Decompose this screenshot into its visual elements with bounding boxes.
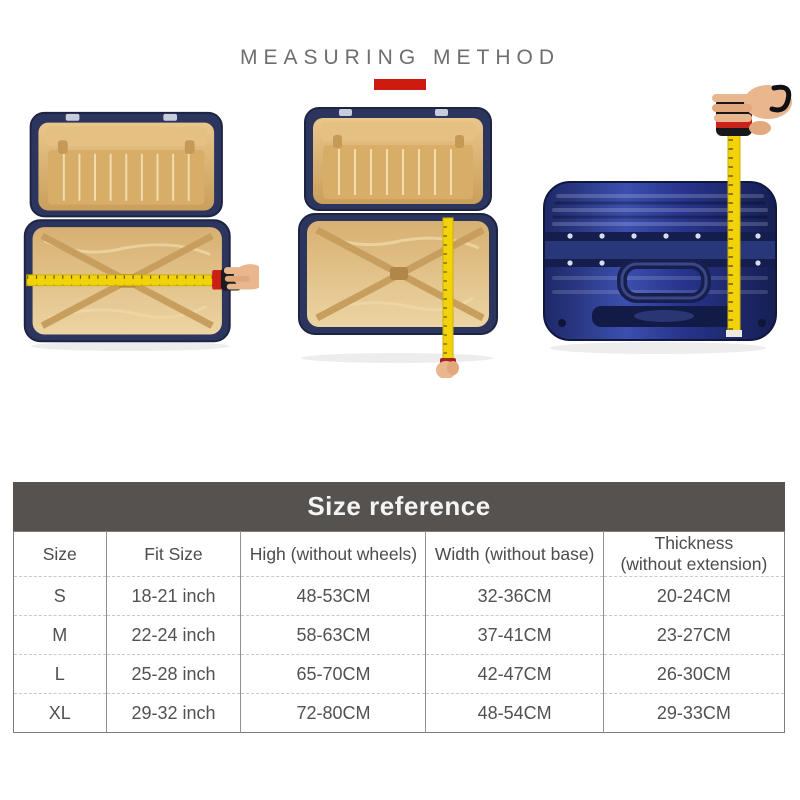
page-title: MEASURING METHOD bbox=[239, 46, 560, 69]
open-suitcase-height-illustration bbox=[298, 107, 498, 378]
cell-fit-size: 18-21 inch bbox=[105, 576, 241, 616]
hand-holding-tape bbox=[223, 264, 259, 290]
closed-suitcase-illustration bbox=[543, 84, 792, 354]
cell-width: 32-36CM bbox=[425, 576, 604, 616]
col-header-thickness: Thickness (without extension) bbox=[602, 531, 785, 577]
cell-fit-size: 25-28 inch bbox=[105, 654, 241, 694]
cell-width: 37-41CM bbox=[425, 615, 604, 655]
cell-thickness: 23-27CM bbox=[602, 615, 785, 655]
cell-thickness: 20-24CM bbox=[602, 576, 785, 616]
cell-fit-size: 29-32 inch bbox=[105, 693, 241, 733]
open-suitcase-width-measurement-photo bbox=[15, 106, 259, 356]
header-section: MEASURING METHOD bbox=[0, 0, 800, 90]
table-header-row: Size Fit Size High (without wheels) Widt… bbox=[13, 531, 785, 577]
cell-width: 42-47CM bbox=[425, 654, 604, 694]
size-reference-table: Size reference Size Fit Size High (witho… bbox=[13, 482, 785, 733]
col-header-width: Width (without base) bbox=[425, 531, 604, 577]
cell-high: 65-70CM bbox=[240, 654, 426, 694]
col-header-fit-size: Fit Size bbox=[105, 531, 241, 577]
open-suitcase-width-illustration bbox=[23, 111, 259, 352]
table-row-m: M 22-24 inch 58-63CM 37-41CM 23-27CM bbox=[13, 615, 785, 655]
tape-measure-horizontal bbox=[26, 274, 215, 287]
table-row-s: S 18-21 inch 48-53CM 32-36CM 20-24CM bbox=[13, 576, 785, 616]
table-row-xl: XL 29-32 inch 72-80CM 48-54CM 29-33CM bbox=[14, 693, 785, 733]
suitcase-handle bbox=[617, 259, 711, 303]
cell-high: 58-63CM bbox=[240, 615, 426, 655]
closed-suitcase-thickness-measurement-photo bbox=[536, 82, 794, 364]
tape-measure-vertical bbox=[442, 217, 454, 363]
table-row-l: L 25-28 inch 65-70CM 42-47CM 26-30CM bbox=[13, 654, 785, 694]
finger-holding-tape bbox=[436, 361, 459, 378]
cell-high: 48-53CM bbox=[240, 576, 426, 616]
cell-size: S bbox=[13, 576, 107, 616]
size-table-title: Size reference bbox=[13, 482, 785, 531]
measurement-figures-row bbox=[0, 84, 800, 482]
cell-size: M bbox=[13, 615, 107, 655]
title-underline-bar bbox=[374, 79, 426, 90]
size-table: Size Fit Size High (without wheels) Widt… bbox=[13, 531, 785, 733]
col-header-high: High (without wheels) bbox=[240, 531, 426, 577]
cell-thickness: 29-33CM bbox=[602, 693, 785, 733]
cell-size: XL bbox=[48, 702, 71, 723]
open-suitcase-height-measurement-photo bbox=[293, 106, 508, 378]
cell-thickness: 26-30CM bbox=[602, 654, 785, 694]
cell-high: 72-80CM bbox=[240, 693, 426, 733]
cell-fit-size: 22-24 inch bbox=[105, 615, 241, 655]
col-header-size: Size bbox=[13, 531, 107, 577]
tape-measure-vertical bbox=[727, 131, 741, 336]
cell-size: L bbox=[13, 654, 107, 694]
cell-width: 48-54CM bbox=[425, 693, 604, 733]
tape-strap bbox=[769, 84, 792, 113]
